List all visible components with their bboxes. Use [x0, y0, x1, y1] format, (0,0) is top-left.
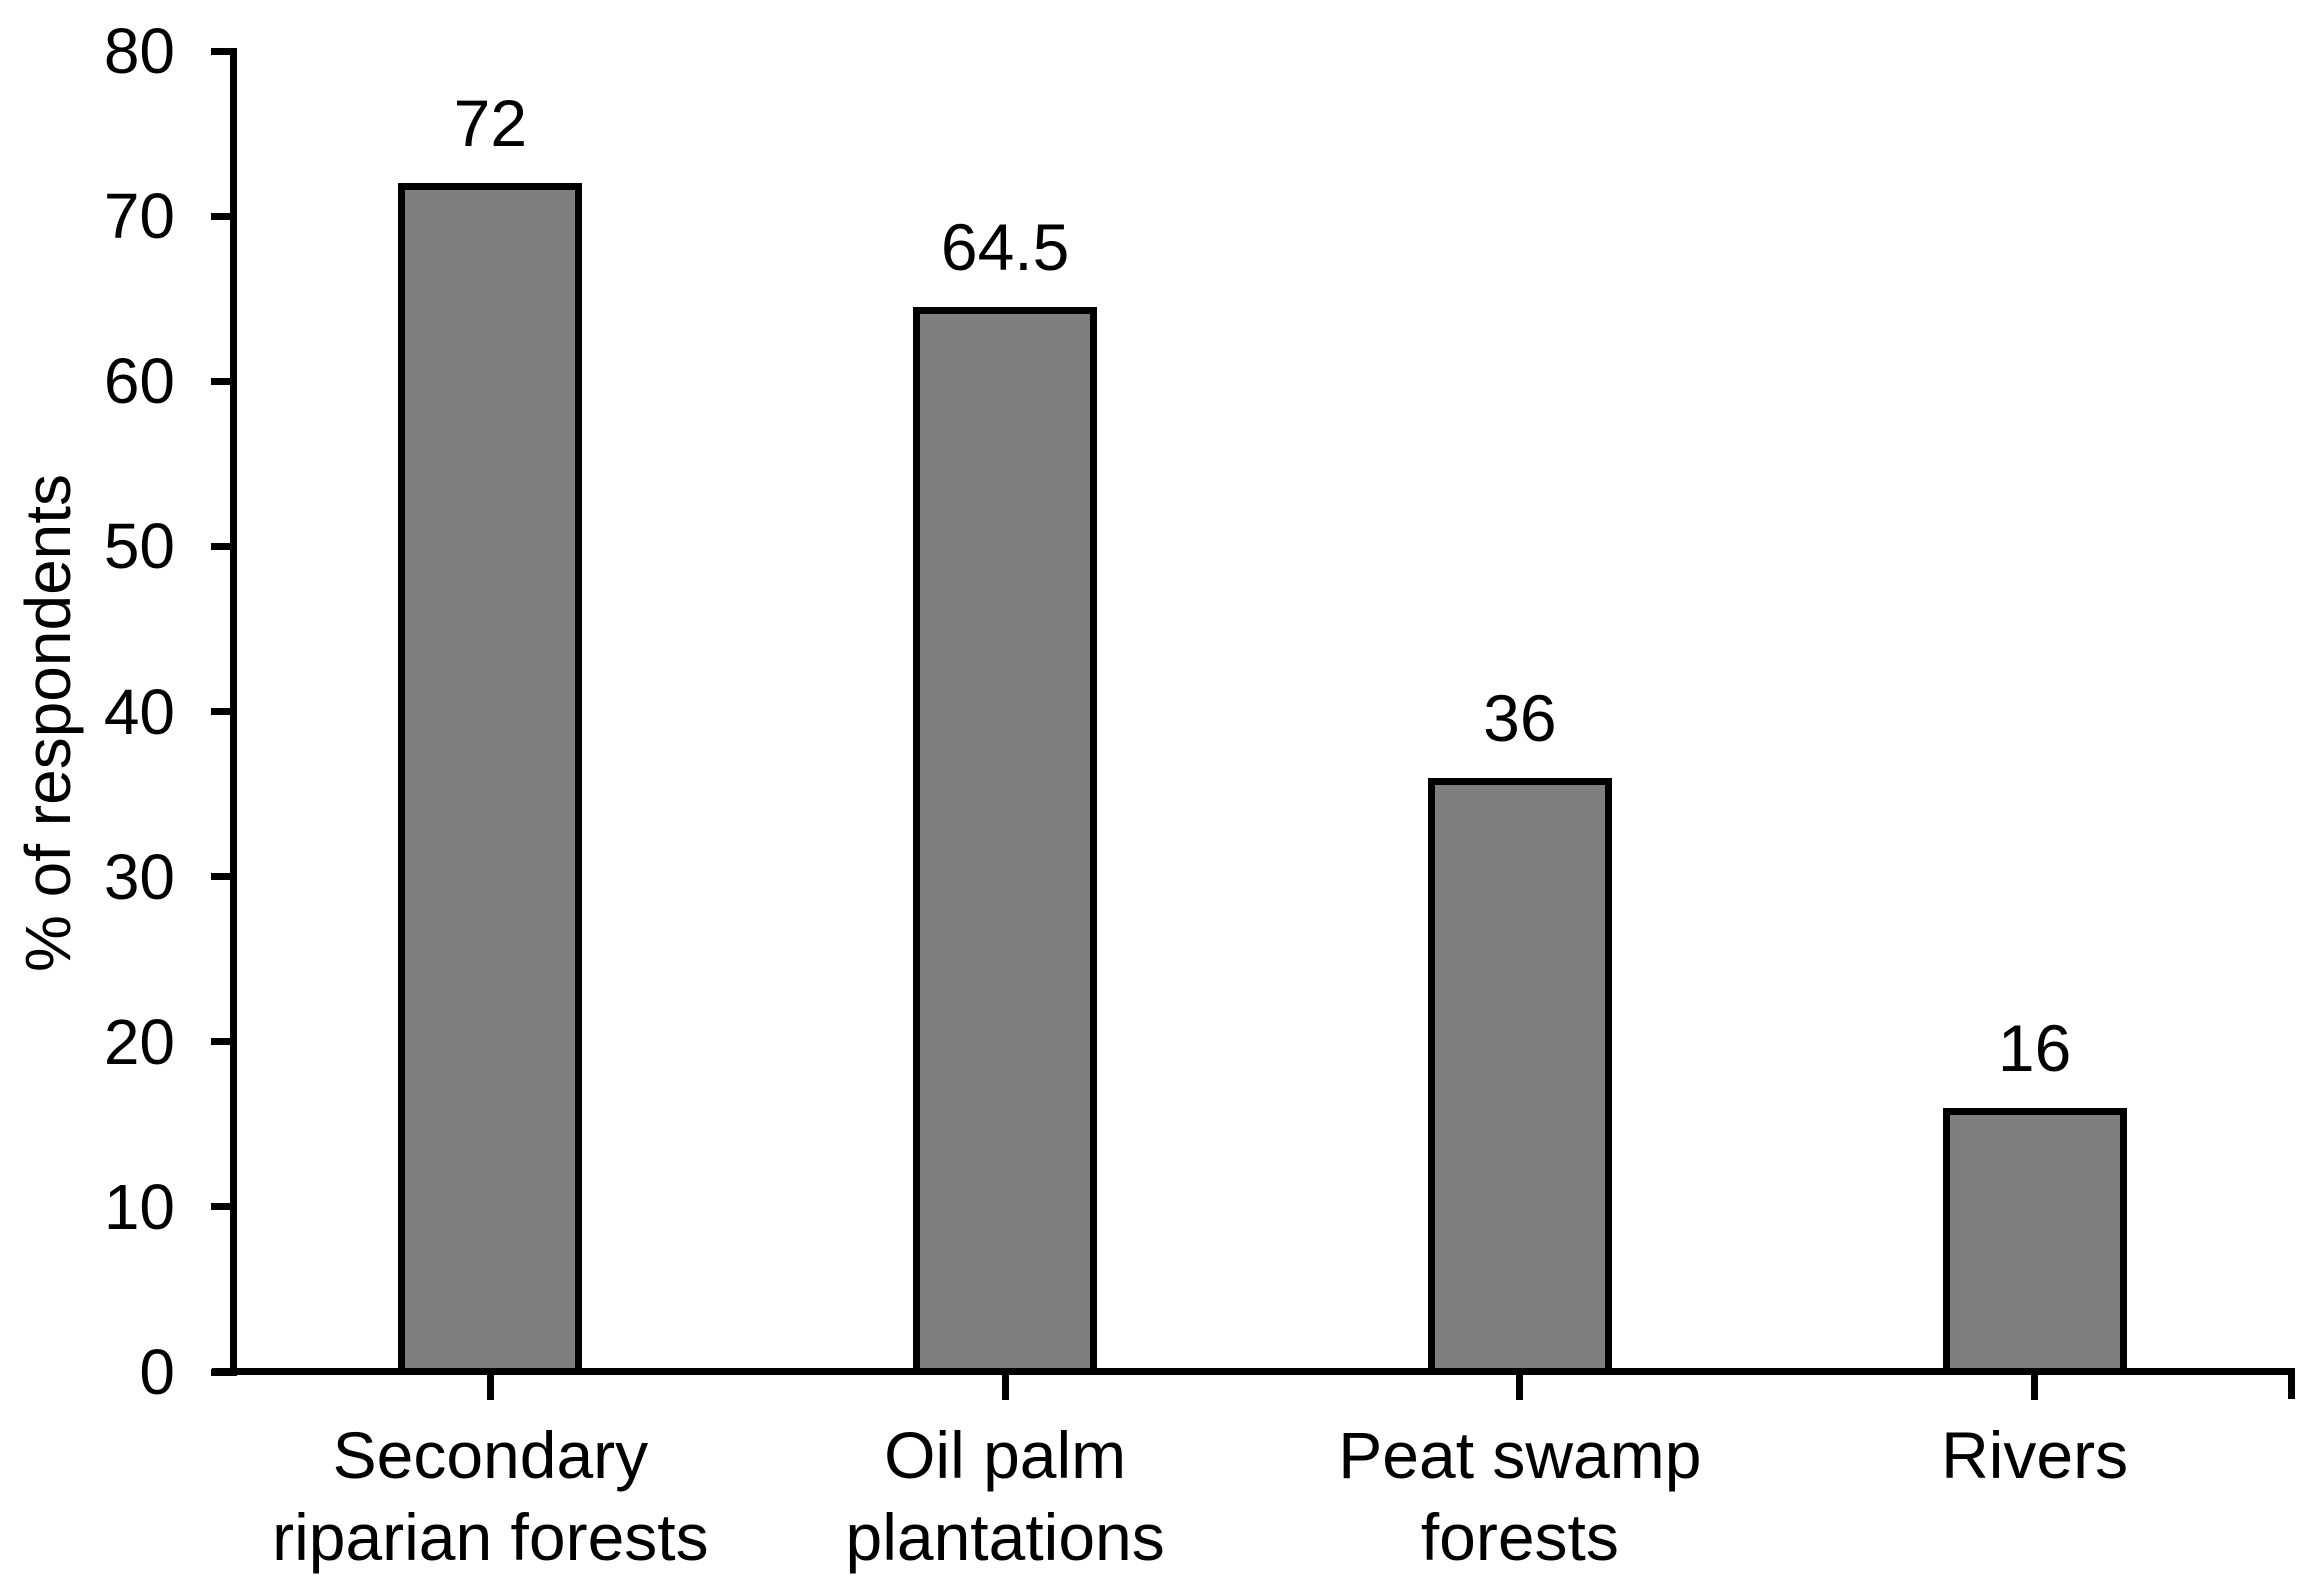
y-tick [211, 1038, 232, 1046]
y-tick [211, 1203, 232, 1211]
x-axis-line [212, 1368, 2295, 1375]
y-axis-line [230, 48, 237, 1376]
x-tick [486, 1375, 494, 1400]
bar-value-label: 36 [1483, 680, 1557, 755]
y-tick [211, 708, 232, 715]
y-tick-label: 10 [103, 1170, 175, 1243]
bar [398, 183, 583, 1375]
category-label-line: Oil palm [884, 1418, 1127, 1492]
y-tick [211, 542, 232, 550]
category-label: Rivers [1775, 1414, 2295, 1496]
category-label-line: forests [1420, 1500, 1619, 1574]
category-label: Oil palm plantations [745, 1414, 1265, 1578]
y-tick-label: 60 [103, 345, 175, 418]
category-label-line: Peat swamp [1338, 1418, 1702, 1492]
x-tick [2031, 1375, 2039, 1400]
y-tick-label: 70 [103, 180, 175, 253]
category-label-line: plantations [845, 1500, 1165, 1574]
category-label-line: riparian forests [272, 1500, 709, 1574]
y-tick [211, 377, 232, 385]
bar-value-label: 72 [453, 86, 528, 161]
y-tick-label: 40 [103, 675, 175, 748]
x-tick [1516, 1375, 1524, 1400]
y-tick-label: 80 [103, 15, 175, 87]
y-tick [211, 212, 232, 220]
x-axis-end-tick [2288, 1372, 2295, 1399]
y-tick-label: 30 [103, 840, 175, 913]
category-label: Secondary riparian forests [230, 1414, 750, 1578]
bar-value-label: 64.5 [940, 209, 1070, 284]
x-tick [1001, 1375, 1009, 1400]
bar [1427, 777, 1612, 1375]
category-label-line: Secondary [332, 1418, 649, 1492]
y-tick [211, 47, 232, 55]
category-label: Peat swamp forests [1260, 1414, 1780, 1578]
y-tick-label: 20 [103, 1005, 175, 1078]
y-tick-label: 0 [139, 1336, 175, 1408]
category-label-line: Rivers [1941, 1418, 2129, 1492]
bar-value-label: 16 [1997, 1010, 2072, 1085]
y-tick-label: 50 [103, 510, 175, 583]
bar [1942, 1107, 2127, 1375]
y-tick [211, 1368, 232, 1376]
y-tick [211, 873, 232, 881]
bar [913, 306, 1098, 1375]
